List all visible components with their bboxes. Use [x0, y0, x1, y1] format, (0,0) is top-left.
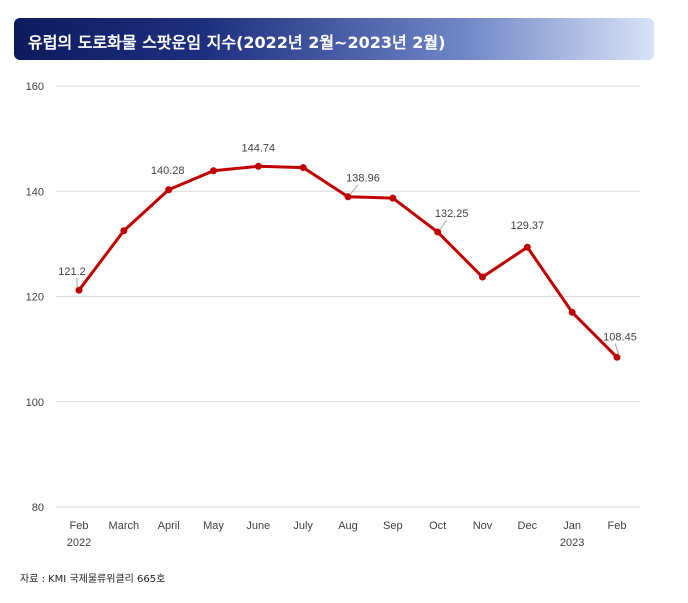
x-tick-label: Feb	[70, 520, 89, 532]
source-text: 자료 : KMI 국제물류위클리 665호	[20, 574, 166, 585]
data-point	[344, 193, 352, 201]
x-tick-label: Nov	[473, 520, 493, 532]
data-point	[389, 194, 397, 202]
x-tick-label: July	[293, 520, 313, 532]
data-label: 132.25	[435, 208, 469, 220]
x-tick-sublabel: 2022	[67, 537, 91, 549]
x-tick-label: Jan	[563, 520, 581, 532]
data-label-leader	[614, 343, 620, 356]
data-label: 108.45	[603, 331, 637, 343]
data-label: 140.28	[151, 165, 185, 177]
data-point	[613, 353, 621, 361]
data-point	[523, 243, 531, 251]
x-tick-label: Sep	[383, 520, 403, 532]
y-tick-label: 140	[26, 186, 44, 198]
x-tick-label: Dec	[518, 520, 538, 532]
data-point	[299, 164, 307, 172]
y-tick-label: 120	[26, 292, 44, 304]
data-label-leader	[349, 184, 359, 196]
data-point	[479, 273, 486, 281]
x-tick-label: Aug	[338, 520, 358, 532]
source-note: 자료 : KMI 국제물류위클리 665호	[20, 570, 165, 585]
x-tick-label: Oct	[429, 520, 446, 532]
data-label: 129.37	[511, 220, 545, 232]
data-point	[254, 162, 262, 170]
x-tick-label: March	[109, 520, 140, 532]
x-tick-label: April	[158, 520, 180, 532]
y-tick-label: 100	[26, 397, 44, 409]
title-banner: 유럽의 도로화물 스팟운임 지수(2022년 2월~2023년 2월)	[14, 18, 654, 60]
y-tick-label: 80	[32, 502, 44, 514]
data-label: 144.74	[242, 142, 276, 154]
x-tick-label: May	[203, 520, 224, 532]
data-point	[210, 167, 217, 175]
chart-title: 유럽의 도로화물 스팟운임 지수(2022년 2월~2023년 2월)	[28, 33, 446, 52]
data-point	[434, 228, 442, 236]
data-label: 121.2	[58, 266, 86, 278]
x-tick-sublabel: 2023	[560, 537, 584, 549]
data-point	[165, 186, 173, 194]
data-point	[120, 227, 128, 235]
data-label-leader	[439, 219, 448, 231]
data-point	[75, 286, 83, 294]
data-label: 138.96	[346, 173, 380, 185]
x-tick-label: Feb	[608, 520, 627, 532]
x-tick-label: June	[246, 520, 270, 532]
y-tick-label: 160	[26, 81, 44, 93]
data-point	[568, 308, 576, 316]
